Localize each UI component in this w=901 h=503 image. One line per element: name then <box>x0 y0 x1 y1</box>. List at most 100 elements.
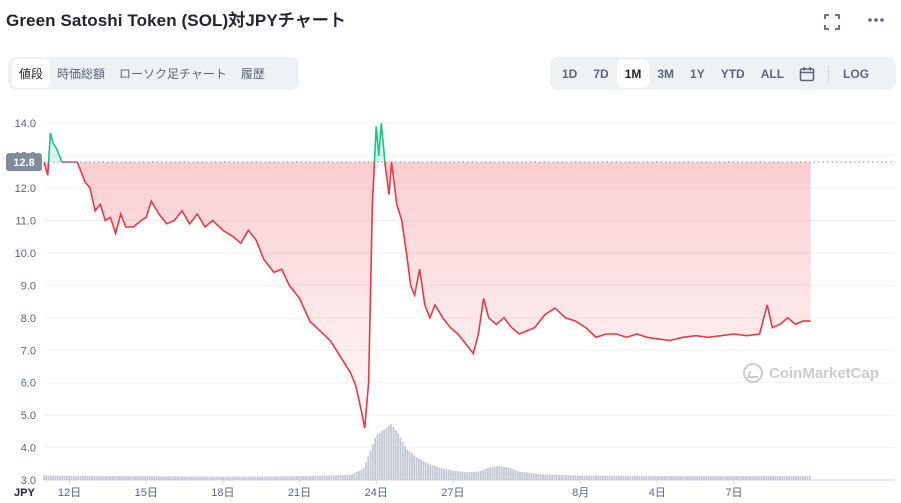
volume-bar <box>703 476 705 480</box>
volume-bar <box>146 476 149 480</box>
watermark-text: CoinMarketCap <box>769 364 880 382</box>
volume-bar <box>595 475 597 480</box>
volume-bar <box>496 466 498 480</box>
range-1m[interactable]: 1M <box>616 59 650 88</box>
tab-candlestick[interactable]: ローソク足チャート <box>119 67 227 81</box>
volume-bar <box>652 476 655 480</box>
volume-bar <box>615 475 618 480</box>
volume-bar <box>321 475 324 480</box>
calendar-icon[interactable] <box>792 66 822 82</box>
volume-bar <box>493 466 496 480</box>
volume-bar <box>100 476 103 480</box>
volume-bar <box>705 476 708 480</box>
y-tick-label: 8.0 <box>21 313 36 325</box>
tab-price[interactable]: 値段 <box>12 59 51 88</box>
tab-market-cap[interactable]: 時価総額 <box>57 67 106 81</box>
range-1y[interactable]: 1Y <box>690 66 705 81</box>
volume-bar <box>98 476 100 480</box>
volume-bar <box>624 475 627 480</box>
volume-bar <box>72 475 75 480</box>
volume-bar <box>767 476 770 480</box>
volume-bar <box>383 429 386 480</box>
volume-bar <box>162 476 165 480</box>
volume-bar <box>549 474 551 480</box>
volume-bar <box>716 476 719 480</box>
volume-bar <box>799 476 802 480</box>
volume-bar <box>675 476 678 480</box>
tab-history[interactable]: 履歴 <box>240 67 265 81</box>
volume-bar <box>314 475 317 480</box>
volume-bar <box>756 476 758 480</box>
volume-bar <box>307 475 310 480</box>
volume-bar <box>270 476 273 480</box>
volume-bar <box>454 470 457 480</box>
volume-bar <box>155 476 158 480</box>
volume-bar <box>719 476 721 480</box>
volume-bar <box>728 476 731 480</box>
volume-bar <box>63 475 66 480</box>
volume-bar <box>406 449 409 480</box>
volume-bar <box>769 476 772 480</box>
volume-bar <box>611 475 613 480</box>
more-icon[interactable] <box>866 10 886 35</box>
volume-bar <box>399 437 402 480</box>
volume-bar <box>788 476 790 480</box>
volume-bar <box>105 476 107 480</box>
volume-bar <box>82 475 84 480</box>
volume-bar <box>477 471 480 480</box>
volume-bar <box>378 432 381 480</box>
volume-bar <box>397 433 399 480</box>
more-icon-glyph <box>868 18 884 22</box>
volume-bar <box>636 475 639 480</box>
volume-bar <box>627 475 629 480</box>
volume-bar <box>680 476 682 480</box>
volume-bar <box>581 475 583 480</box>
volume-bar <box>707 476 710 480</box>
reference-label: 12.8 <box>13 157 34 169</box>
volume-bar <box>424 462 427 480</box>
volume-bar <box>275 476 278 480</box>
volume-bar <box>523 472 526 480</box>
volume-bar <box>569 475 572 480</box>
volume-bar <box>804 476 807 480</box>
x-tick-label: 15日 <box>135 487 158 499</box>
volume-bar <box>385 427 388 480</box>
volume-bar <box>447 469 450 480</box>
volume-bar <box>802 476 804 480</box>
volume-bar <box>576 475 579 480</box>
range-1d[interactable]: 1D <box>562 66 578 81</box>
volume-bar <box>59 475 61 480</box>
volume-bar <box>116 476 119 480</box>
x-tick-label: 7日 <box>725 487 742 499</box>
volume-bar <box>445 469 448 480</box>
volume-bar <box>567 475 570 480</box>
volume-bar <box>144 476 146 480</box>
volume-bar <box>160 476 163 480</box>
y-tick-label: 14.0 <box>15 118 36 130</box>
volume-bar <box>574 475 577 480</box>
volume-bar <box>206 476 209 480</box>
volume-bar <box>657 476 659 480</box>
volume-bar <box>670 476 673 480</box>
volume-bar <box>201 476 204 480</box>
volume-bar <box>530 473 533 480</box>
range-7d[interactable]: 7D <box>593 66 609 81</box>
volume-bar <box>765 476 767 480</box>
volume-bar <box>52 475 54 480</box>
volume-bar <box>309 475 312 480</box>
range-ytd[interactable]: YTD <box>720 66 745 81</box>
range-3m[interactable]: 3M <box>657 66 675 81</box>
expand-icon[interactable] <box>824 14 840 35</box>
range-all[interactable]: ALL <box>760 66 785 81</box>
volume-bar <box>132 476 135 480</box>
volume-bar <box>498 466 501 480</box>
volume-bar <box>422 461 425 480</box>
volume-bar <box>512 469 514 480</box>
volume-bar <box>371 444 374 480</box>
volume-bar <box>291 476 294 480</box>
volume-bar <box>620 475 623 480</box>
volume-bar <box>408 451 411 480</box>
log-scale-toggle[interactable]: LOG <box>843 66 870 81</box>
y-tick-label: 7.0 <box>21 345 36 357</box>
volume-bar <box>302 475 305 480</box>
